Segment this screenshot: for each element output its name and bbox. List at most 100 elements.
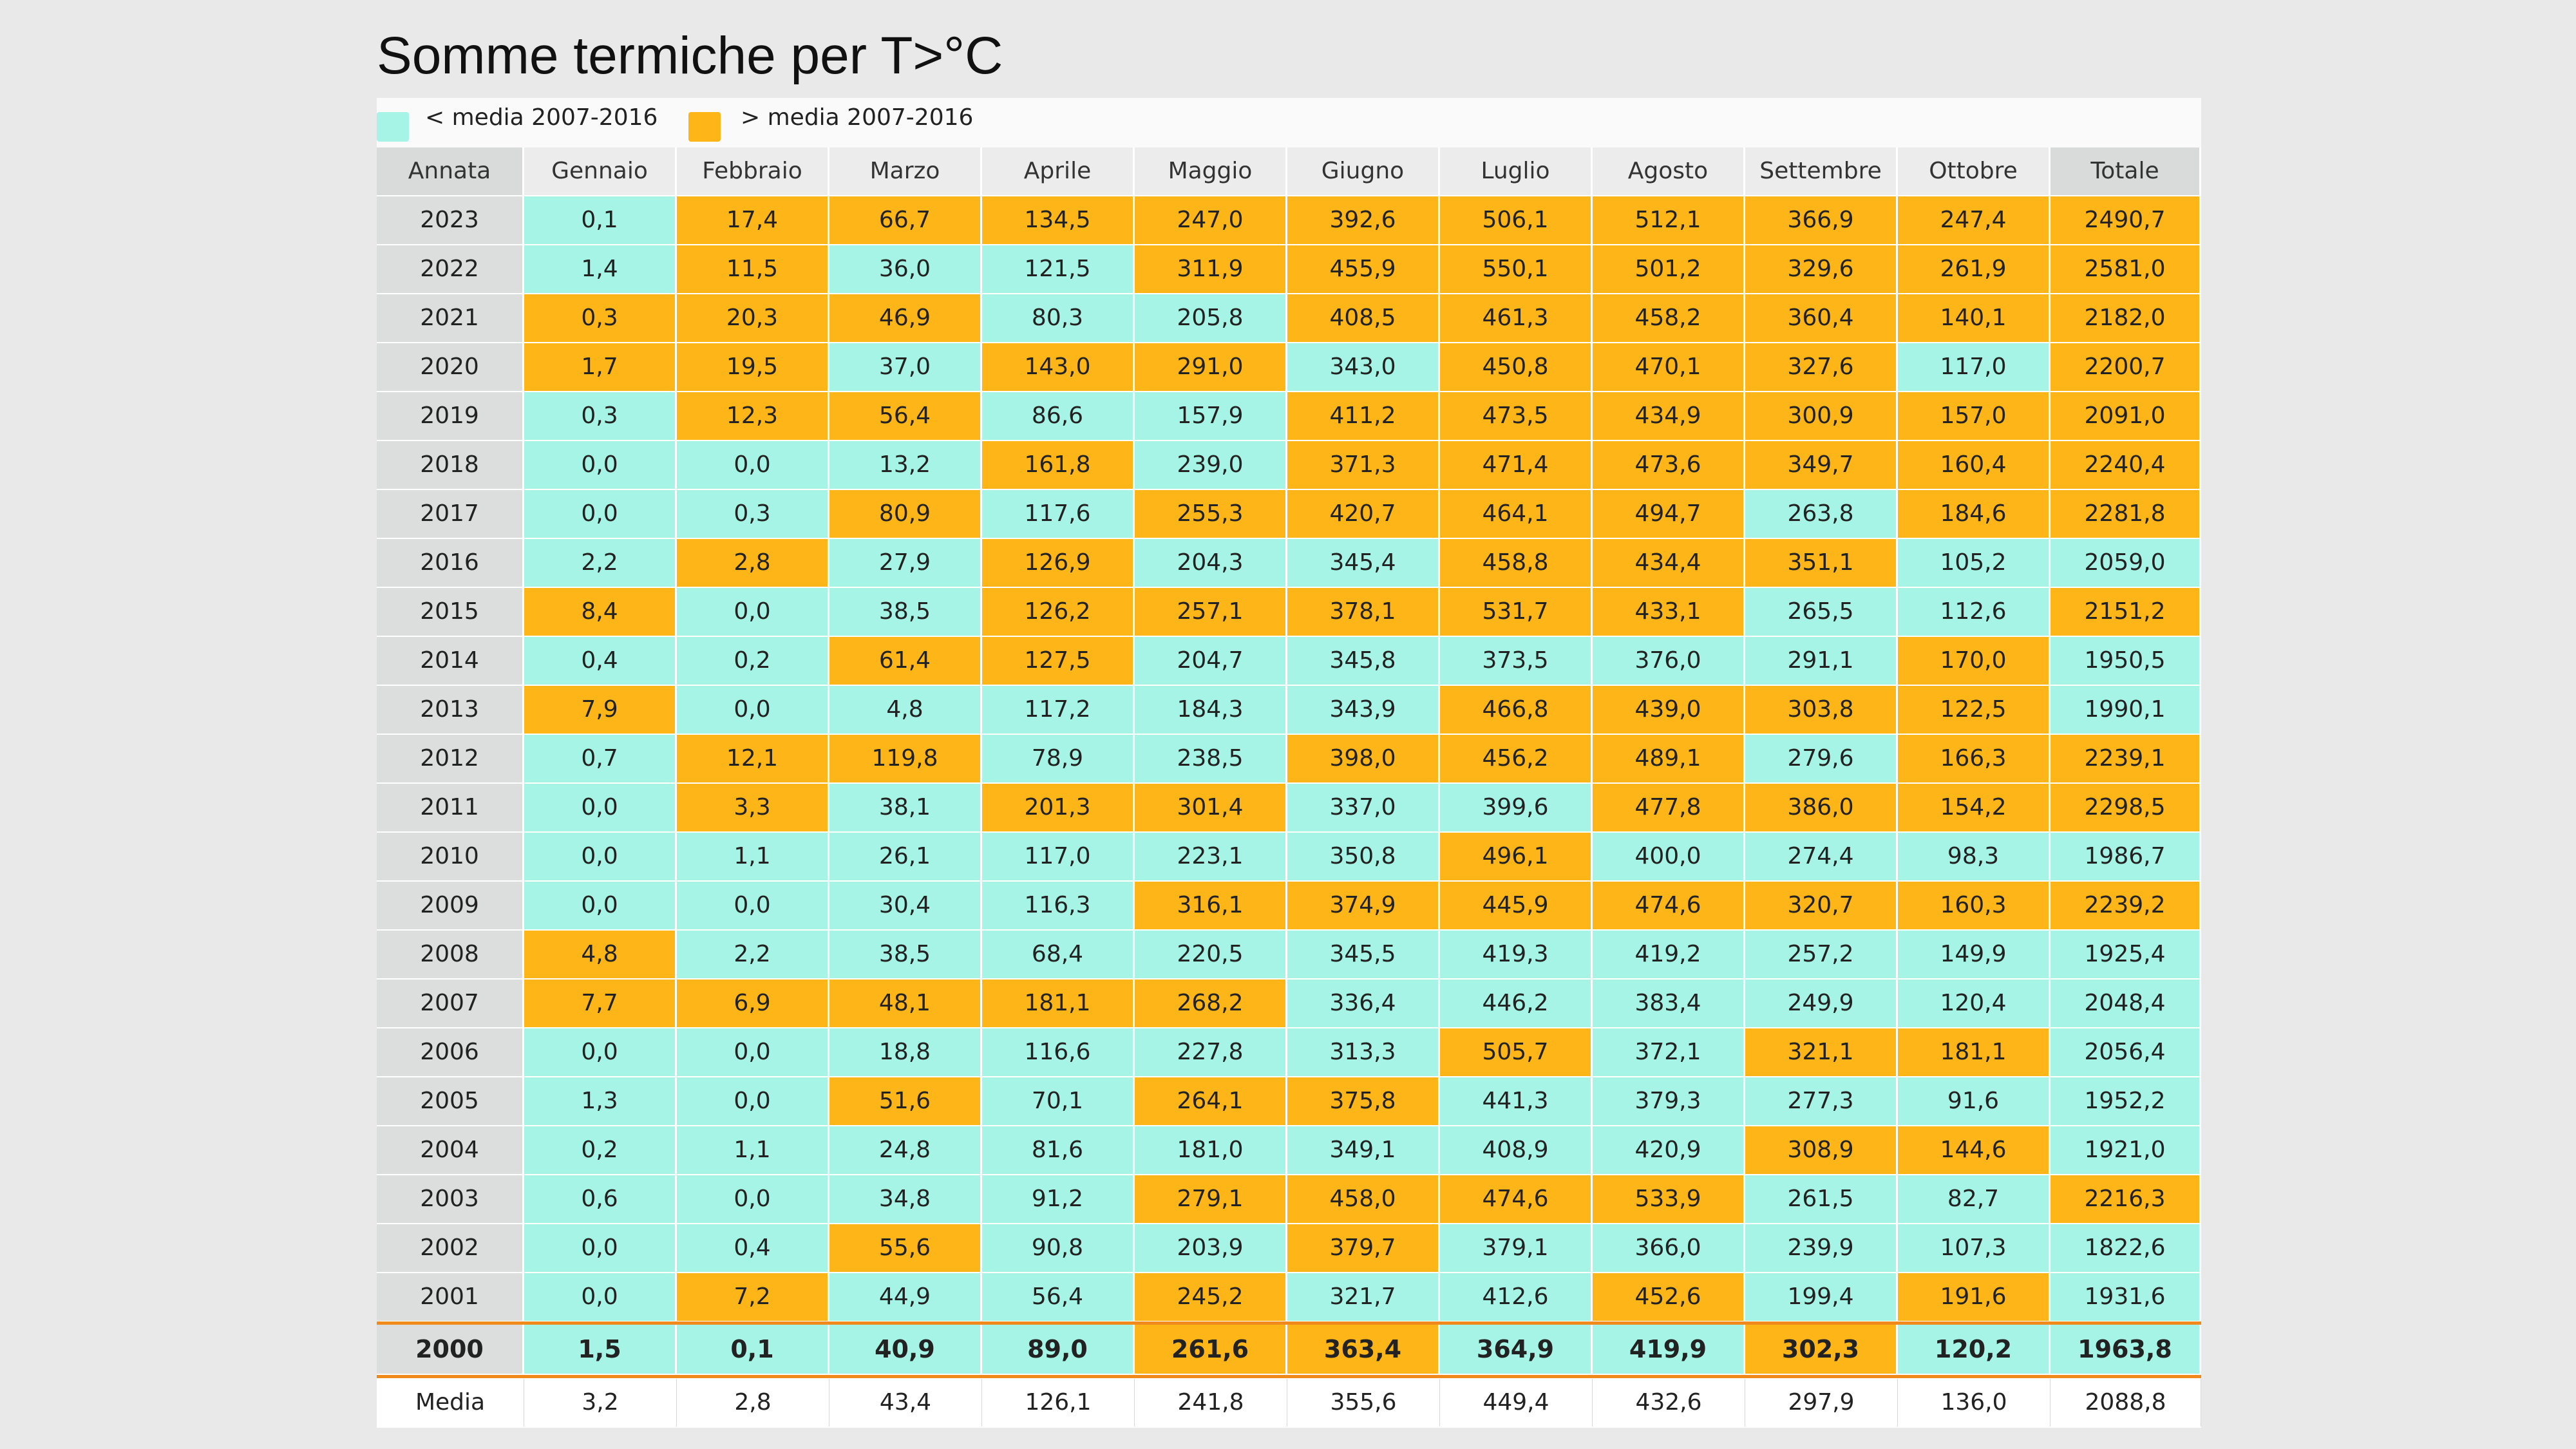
year-cell: 2018: [377, 441, 524, 489]
year-cell: 2019: [377, 392, 524, 440]
media-row: Media 3,2 2,8 43,4 126,1 241,8 355,6 449,4 432,6…: [377, 1379, 2201, 1428]
value-cell: 343,9: [1287, 686, 1440, 734]
value-cell: 419,2: [1593, 931, 1745, 978]
value-cell: 247,4: [1898, 196, 2050, 244]
value-cell: 191,6: [1898, 1273, 2050, 1321]
value-cell: 0,0: [524, 490, 677, 538]
legend-label-above: > media 2007-2016: [741, 104, 974, 131]
value-cell: 343,0: [1287, 343, 1440, 391]
value-cell: 12,1: [677, 735, 829, 782]
value-cell: 0,0: [677, 588, 829, 636]
value-cell: 474,6: [1593, 882, 1745, 929]
media-value-cell: 297,9: [1745, 1379, 1898, 1426]
column-header: Gennaio: [524, 147, 677, 195]
value-cell: 203,9: [1135, 1224, 1287, 1272]
value-cell: 379,3: [1593, 1077, 1745, 1125]
media-value-cell: 2088,8: [2050, 1379, 2201, 1426]
table-row: 2007 7,7 6,9 48,1 181,1 268,2 336,4 446,2 383,4 2…: [377, 980, 2201, 1028]
value-cell: 458,0: [1287, 1175, 1440, 1223]
table-row: 2009 0,0 0,0 30,4 116,3 316,1 374,9 445,9 474,6 3…: [377, 882, 2201, 931]
table-row: 2011 0,0 3,3 38,1 201,3 301,4 337,0 399,6 477,8 3…: [377, 784, 2201, 833]
table-row: 2020 1,7 19,5 37,0 143,0 291,0 343,0 450,8 470,1…: [377, 343, 2201, 392]
value-cell: 1,4: [524, 245, 677, 293]
value-cell: 157,9: [1135, 392, 1287, 440]
value-cell: 379,7: [1287, 1224, 1440, 1272]
value-cell: 477,8: [1593, 784, 1745, 831]
value-cell: 337,0: [1287, 784, 1440, 831]
value-cell: 1990,1: [2050, 686, 2201, 734]
legend-label-below: < media 2007-2016: [425, 104, 658, 131]
value-cell: 349,1: [1287, 1126, 1440, 1174]
value-cell: 11,5: [677, 245, 829, 293]
value-cell: 398,0: [1287, 735, 1440, 782]
value-cell: 91,6: [1898, 1077, 2050, 1125]
value-cell: 257,1: [1135, 588, 1287, 636]
value-cell: 2200,7: [2050, 343, 2201, 391]
year-cell: 2003: [377, 1175, 524, 1223]
value-cell: 0,0: [677, 1028, 829, 1076]
value-cell: 350,8: [1287, 833, 1440, 880]
value-cell: 1963,8: [2050, 1325, 2201, 1374]
value-cell: 455,9: [1287, 245, 1440, 293]
value-cell: 392,6: [1287, 196, 1440, 244]
value-cell: 452,6: [1593, 1273, 1745, 1321]
column-header: Annata: [377, 147, 524, 195]
year-cell: 2013: [377, 686, 524, 734]
value-cell: 345,8: [1287, 637, 1440, 685]
value-cell: 408,5: [1287, 294, 1440, 342]
value-cell: 157,0: [1898, 392, 2050, 440]
table-row: 2023 0,1 17,4 66,7 134,5 247,0 392,6 506,1 512,1…: [377, 196, 2201, 245]
year-cell: 2000: [377, 1325, 524, 1374]
value-cell: 378,1: [1287, 588, 1440, 636]
data-table: Annata Gennaio Febbraio Marzo Aprile Maggio Gi…: [377, 147, 2201, 1428]
value-cell: 274,4: [1745, 833, 1898, 880]
value-cell: 2056,4: [2050, 1028, 2201, 1076]
value-cell: 2091,0: [2050, 392, 2201, 440]
value-cell: 78,9: [982, 735, 1135, 782]
value-cell: 227,8: [1135, 1028, 1287, 1076]
legend-swatch-below: [377, 112, 409, 142]
value-cell: 154,2: [1898, 784, 2050, 831]
value-cell: 0,0: [524, 882, 677, 929]
column-header: Febbraio: [677, 147, 829, 195]
value-cell: 470,1: [1593, 343, 1745, 391]
table-row: 2003 0,6 0,0 34,8 91,2 279,1 458,0 474,6 533,9 26…: [377, 1175, 2201, 1224]
value-cell: 301,4: [1135, 784, 1287, 831]
value-cell: 411,2: [1287, 392, 1440, 440]
value-cell: 2182,0: [2050, 294, 2201, 342]
value-cell: 474,6: [1440, 1175, 1593, 1223]
value-cell: 12,3: [677, 392, 829, 440]
legend-swatch-above: [688, 112, 721, 142]
table-panel: < media 2007-2016 > media 2007-2016 Anna…: [377, 98, 2201, 1428]
page-title: Somme termiche per T>°C: [377, 26, 1003, 85]
media-value-cell: 2,8: [677, 1379, 829, 1426]
value-cell: 0,0: [677, 686, 829, 734]
value-cell: 238,5: [1135, 735, 1287, 782]
table-row: 2015 8,4 0,0 38,5 126,2 257,1 378,1 531,7 433,1 2…: [377, 588, 2201, 637]
value-cell: 112,6: [1898, 588, 2050, 636]
media-value-cell: 126,1: [982, 1379, 1135, 1426]
value-cell: 204,7: [1135, 637, 1287, 685]
value-cell: 0,0: [524, 441, 677, 489]
value-cell: 0,0: [677, 1175, 829, 1223]
value-cell: 550,1: [1440, 245, 1593, 293]
year-cell: 2006: [377, 1028, 524, 1076]
value-cell: 143,0: [982, 343, 1135, 391]
value-cell: 0,0: [524, 1273, 677, 1321]
value-cell: 245,2: [1135, 1273, 1287, 1321]
value-cell: 366,0: [1593, 1224, 1745, 1272]
value-cell: 2581,0: [2050, 245, 2201, 293]
value-cell: 450,8: [1440, 343, 1593, 391]
value-cell: 379,1: [1440, 1224, 1593, 1272]
value-cell: 434,4: [1593, 539, 1745, 587]
value-cell: 56,4: [982, 1273, 1135, 1321]
value-cell: 7,2: [677, 1273, 829, 1321]
value-cell: 13,2: [829, 441, 982, 489]
value-cell: 345,4: [1287, 539, 1440, 587]
value-cell: 0,3: [524, 294, 677, 342]
year-cell: 2009: [377, 882, 524, 929]
table-row: 2002 0,0 0,4 55,6 90,8 203,9 379,7 379,1 366,0 23…: [377, 1224, 2201, 1273]
column-header: Settembre: [1745, 147, 1898, 195]
value-cell: 204,3: [1135, 539, 1287, 587]
value-cell: 127,5: [982, 637, 1135, 685]
